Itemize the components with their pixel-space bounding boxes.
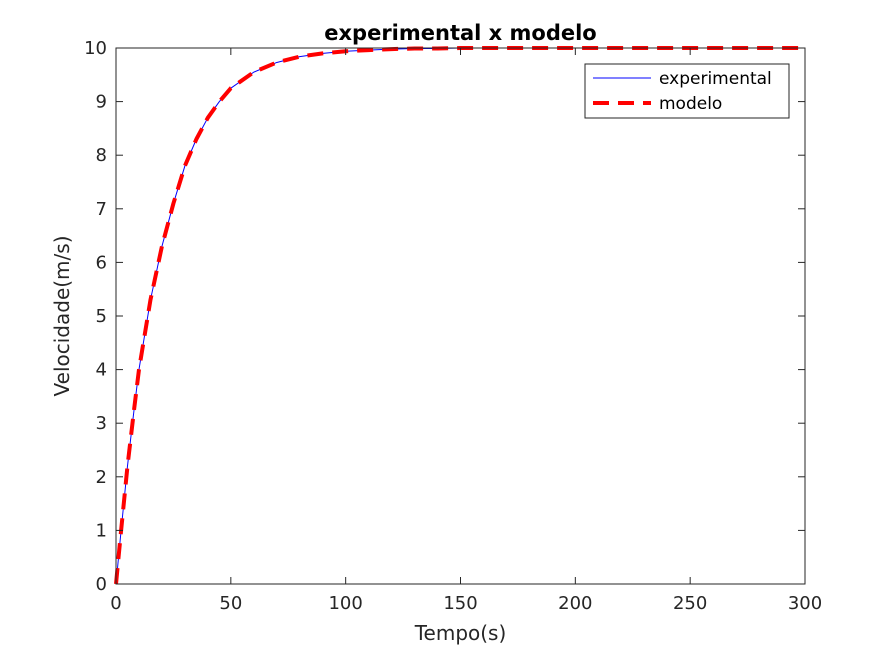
- x-tick-label: 0: [110, 593, 121, 614]
- legend: experimental modelo: [584, 63, 790, 119]
- legend-label-modelo: modelo: [659, 94, 722, 114]
- y-tick-label: 6: [96, 252, 107, 273]
- ticks-layer: 0 50 100 150 200 250 300 0 1 2 3 4 5 6 7 8 9 10: [84, 38, 822, 614]
- y-tick-label: 3: [96, 413, 107, 434]
- y-axis-title: Velocidade(m/s): [50, 236, 74, 397]
- y-tick-label: 2: [96, 467, 107, 488]
- x-tick-label: 100: [328, 593, 362, 614]
- legend-box: [584, 63, 790, 119]
- x-tick-label: 200: [558, 593, 592, 614]
- x-tick-label: 250: [673, 593, 707, 614]
- x-axis-title: Tempo(s): [414, 621, 507, 645]
- y-tick-label: 7: [96, 199, 107, 220]
- y-tick-label: 0: [96, 574, 107, 595]
- x-tick-label: 50: [219, 593, 242, 614]
- x-tick-label: 150: [443, 593, 477, 614]
- x-tick-label: 300: [788, 593, 822, 614]
- y-tick-label: 10: [84, 38, 107, 59]
- y-tick-label: 8: [96, 145, 107, 166]
- y-tick-label: 1: [96, 520, 107, 541]
- y-tick-label: 5: [96, 306, 107, 327]
- plot-area: [116, 48, 805, 584]
- chart-title: experimental x modelo: [324, 21, 596, 45]
- y-tick-label: 4: [96, 360, 107, 381]
- legend-label-experimental: experimental: [659, 69, 772, 89]
- y-tick-label: 9: [96, 92, 107, 113]
